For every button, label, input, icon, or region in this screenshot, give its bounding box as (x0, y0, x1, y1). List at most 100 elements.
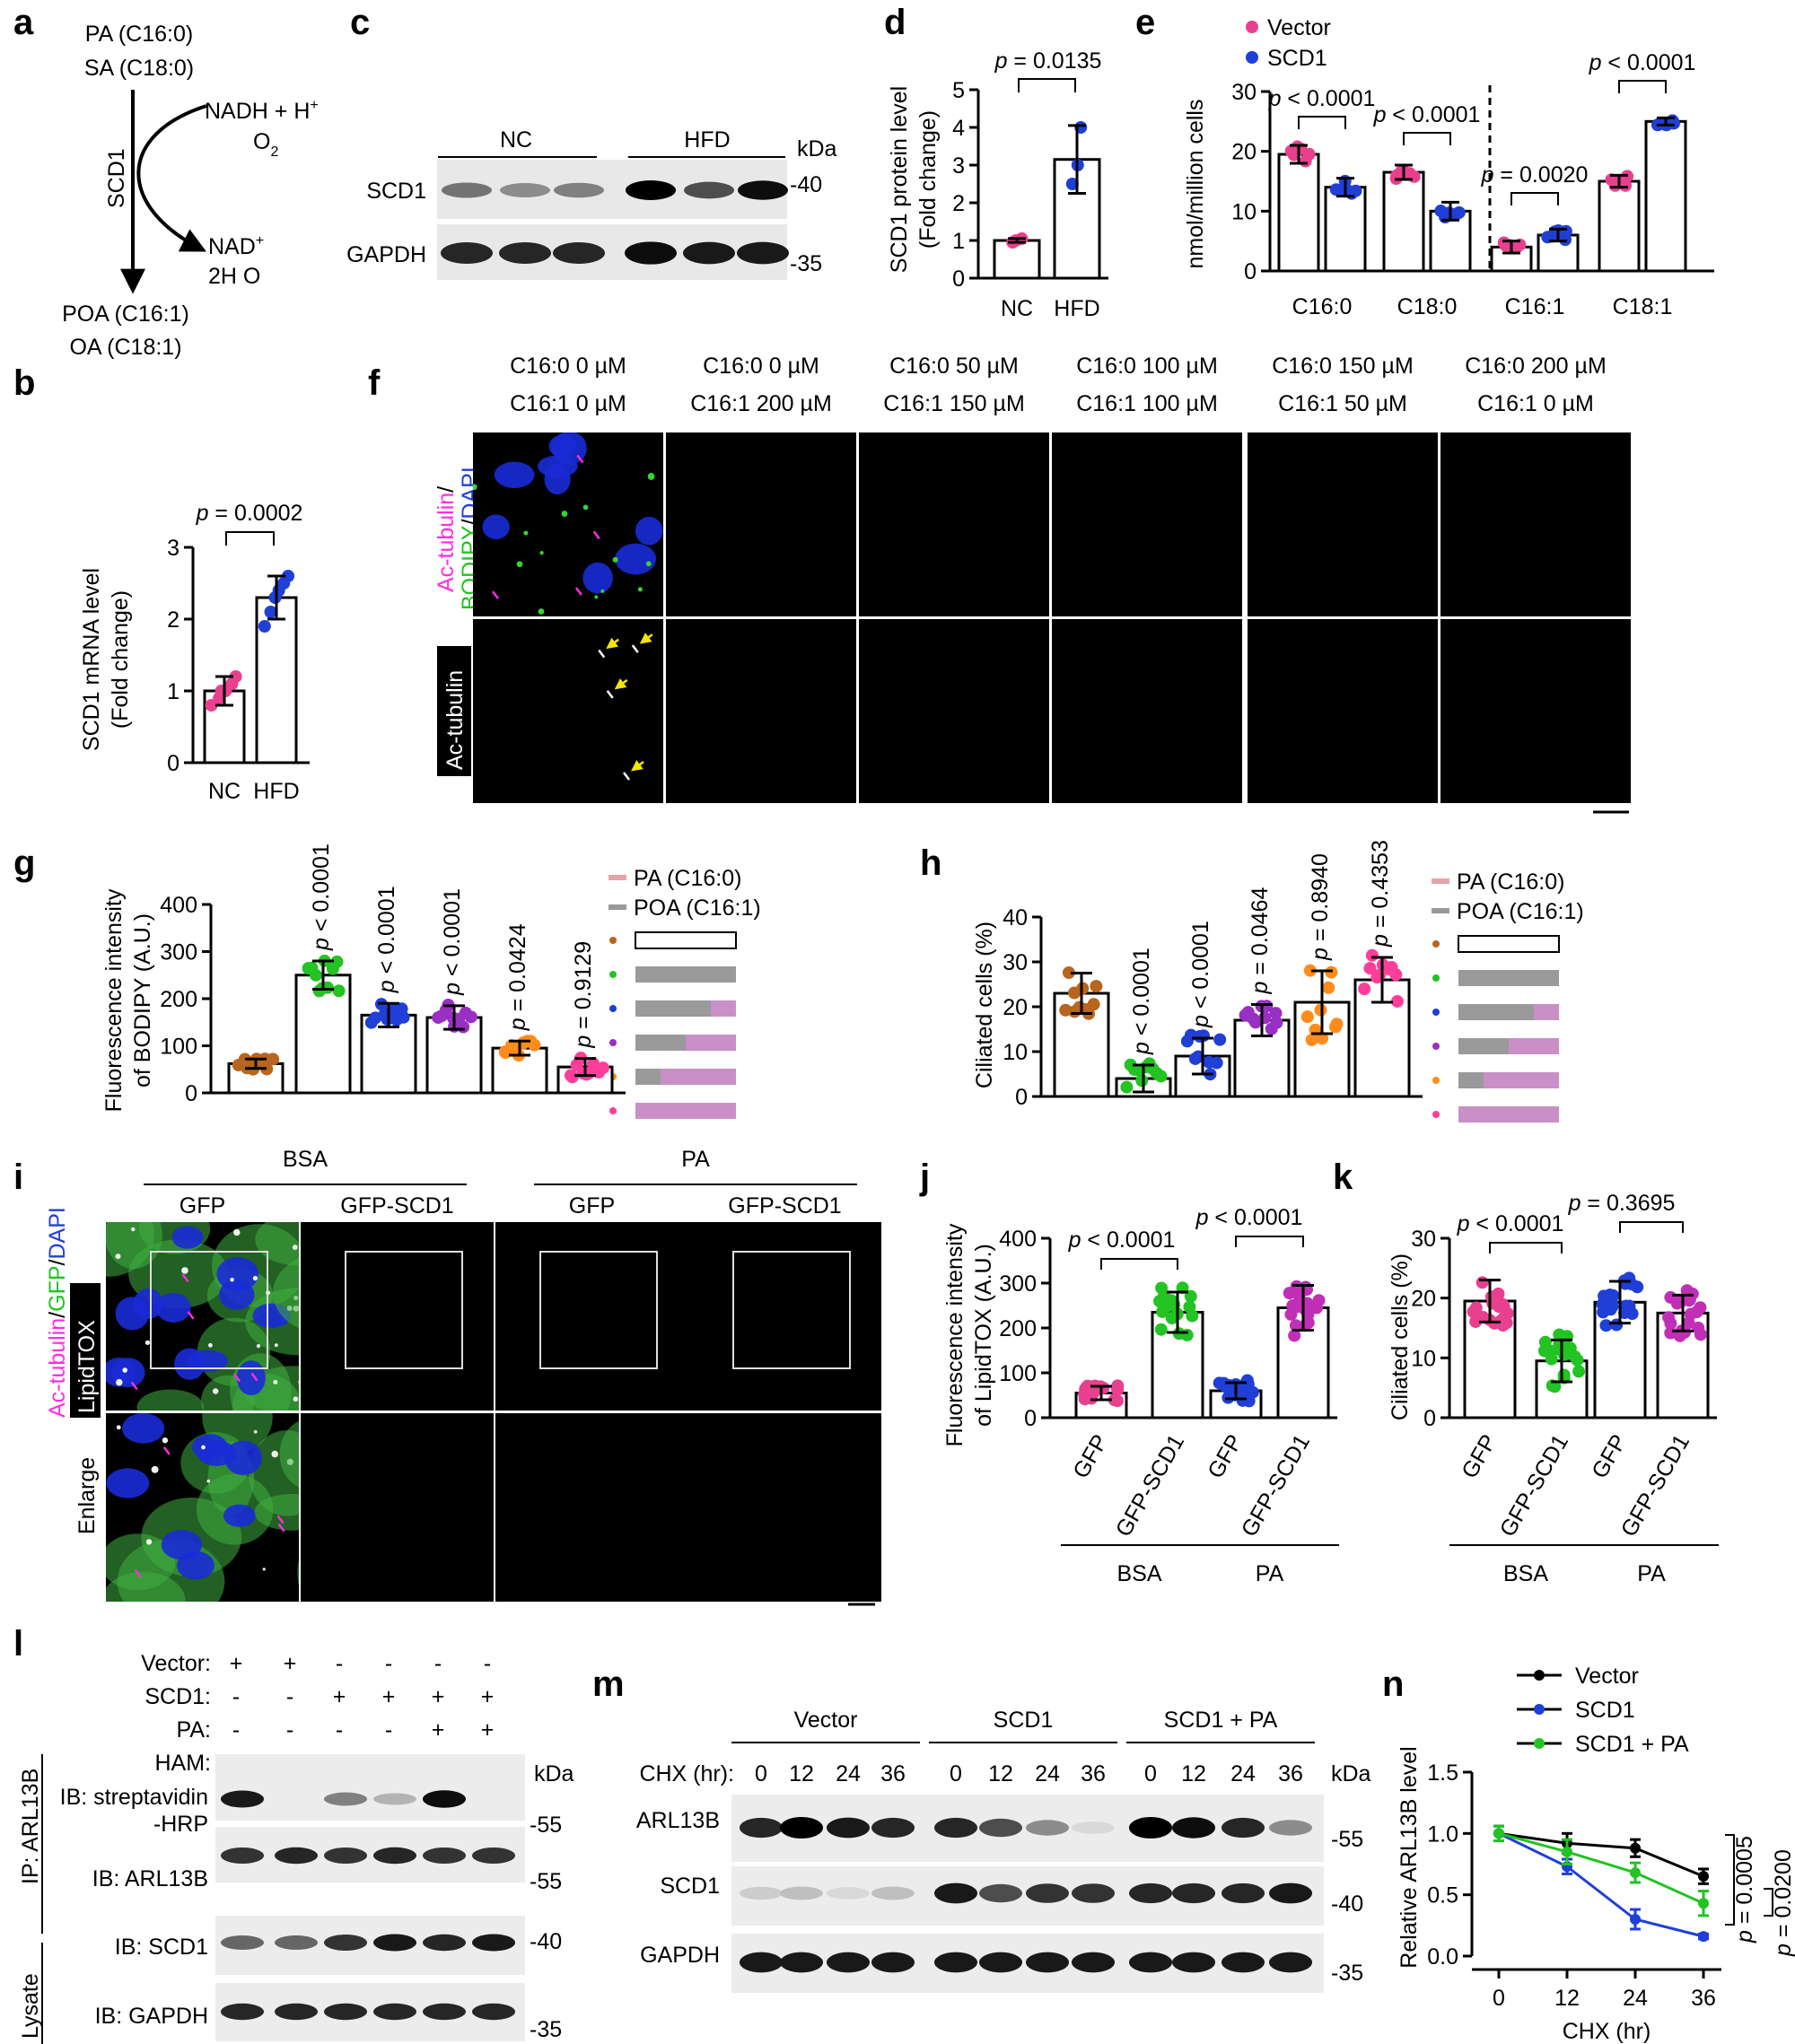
i-main-image (273, 1222, 494, 1411)
k-group-pa: PA (1637, 1561, 1666, 1586)
blot-l-band (423, 1934, 466, 1952)
chart-j: 0 100 200 300 400 Fluorescence intensity of Li… (942, 1223, 1339, 1586)
n-pvalue-2: p = 0.0200 (1771, 1849, 1795, 1957)
blot-l-band (275, 1847, 318, 1865)
h-y-tick-label: 0 (1015, 1085, 1028, 1110)
l-condition-mark: + (382, 1684, 396, 1709)
n-sig-bracket-2 (1764, 1888, 1773, 1917)
product-oa: OA (C18:1) (69, 335, 181, 360)
blot-m-band (1172, 1817, 1215, 1839)
k-y-tick-label: 10 (1411, 1346, 1436, 1371)
m-time-label: 36 (1081, 1761, 1106, 1786)
i-enlarge-image-nucleus (223, 1504, 256, 1527)
panel-label-f: f (368, 363, 381, 403)
d-y-tick-label: 2 (952, 191, 965, 216)
m-row-gapdh: GAPDH (640, 1943, 720, 1968)
blot-l-strip (215, 1754, 525, 1821)
k-point (1599, 1319, 1613, 1332)
f-actubulin-image-cilium (631, 644, 639, 653)
k-point (1475, 1276, 1489, 1289)
d-y-tick-label: 4 (952, 116, 965, 141)
l-condition-mark: - (434, 1651, 442, 1676)
e-pvalue-p: p (1268, 86, 1282, 111)
g-point (309, 968, 322, 982)
g-y-tick-label: 200 (160, 987, 197, 1012)
blot-m-band (1129, 1817, 1172, 1839)
blot-m-band (1026, 1820, 1069, 1836)
legend-g-row-bar-pa (635, 1103, 736, 1119)
i-enlarge-image-bg (688, 1413, 881, 1602)
legend-n-scdpa-dot (1534, 1738, 1545, 1749)
f-actubulin-image-bg (473, 619, 663, 803)
panel-label-n: n (1382, 1664, 1404, 1704)
j-point (1291, 1285, 1304, 1298)
f-actubulin-image-arrow (639, 633, 653, 644)
j-point (1186, 1309, 1199, 1323)
f-column-label: C16:0 0 µM (510, 354, 626, 379)
blot-c-band-scd1 (554, 182, 604, 198)
microscopy-panel-i: BSA PA GFP GFP-SCD1 GFP GFP-SCD1 Ac-tubulin… (45, 1147, 881, 1606)
e-pvalue-rest: < 0.0001 (1386, 102, 1480, 127)
i-main-image-lipid-droplet (233, 1228, 241, 1236)
i-main-image-lipid-droplet (292, 1245, 298, 1250)
l-condition-mark: + (481, 1684, 495, 1709)
i-main-image-lipid-droplet (208, 1342, 213, 1348)
i-main-image-lipid-droplet (116, 1378, 123, 1386)
g-pvalue: p < 0.0001 (309, 843, 334, 951)
western-blot-l: Vector:++----SCD1:--++++PA:----++HAM:+-+… (18, 1651, 574, 2044)
j-y-tick-label: 300 (999, 1271, 1037, 1297)
f-column-label: C16:1 100 µM (1076, 391, 1218, 416)
i-main-image-nucleus (155, 1292, 191, 1323)
i-enlarge-image-gfp-cell (279, 1420, 299, 1488)
m-time-label: 12 (988, 1761, 1013, 1786)
i-enlarge-image-lipid-droplet (162, 1437, 169, 1444)
b-y-tick-label: 0 (167, 751, 180, 776)
d-pvalue-rest: = 0.0135 (1007, 48, 1101, 74)
f-actubulin-image-arrow (614, 677, 628, 690)
l-condition-mark: - (336, 1717, 343, 1743)
blot-c-band-scd1 (684, 181, 734, 199)
h-point (1120, 1080, 1134, 1094)
j-group-bsa: BSA (1116, 1561, 1161, 1586)
e-pvalue-rest: = 0.0020 (1493, 162, 1588, 188)
j-point (1241, 1376, 1255, 1390)
g-point (260, 1062, 274, 1076)
kda-label: kDa (797, 136, 837, 162)
g-pvalue-p: p (505, 1018, 530, 1031)
l-marker-40: -40 (530, 1929, 562, 1954)
g-point (528, 1038, 541, 1052)
h-point (1090, 980, 1103, 993)
f-merge-image-nucleus (494, 461, 535, 488)
i-main-image-cilium (250, 1372, 258, 1382)
i-column-label: GFP (180, 1193, 225, 1219)
i-main-image-lipid-droplet (131, 1227, 136, 1232)
d-y-tick-label: 3 (952, 153, 965, 179)
m-time-label: 0 (755, 1761, 767, 1786)
blot-l-band (373, 1793, 416, 1805)
f-actubulin-image (666, 619, 856, 803)
i-main-image-lipid-droplet (115, 1253, 121, 1260)
i-main-image-nucleus (115, 1297, 150, 1331)
h-point (1358, 983, 1371, 996)
k-pvalue-1-rest: < 0.0001 (1469, 1211, 1563, 1236)
blot-m-band (780, 1886, 823, 1900)
e-pvalue: p < 0.0001 (1589, 50, 1696, 75)
blot-l-band (472, 1847, 515, 1864)
legend-h-row-bar-poa (1458, 1004, 1534, 1020)
blot-c-band-gapdh (553, 241, 605, 265)
legend-g: PA (C16:0) POA (C16:1) (609, 866, 761, 1119)
legend-h-row-bar-empty (1458, 935, 1560, 953)
blot-m-band (1172, 1882, 1215, 1904)
f-column-label: C16:0 100 µM (1076, 354, 1218, 379)
g-point (457, 1020, 470, 1034)
blot-m-band (1221, 1952, 1265, 1973)
blot-m-band (1221, 1817, 1265, 1839)
k-pvalue-1: p < 0.0001 (1457, 1211, 1564, 1236)
e-sig-bracket (1618, 80, 1667, 93)
m-marker-55: -55 (1331, 1827, 1363, 1852)
m-time-label: 12 (1181, 1761, 1206, 1786)
e-bar (1598, 179, 1641, 273)
legend-e-vector-dot (1246, 21, 1258, 33)
l-condition-mark: + (284, 1651, 297, 1676)
